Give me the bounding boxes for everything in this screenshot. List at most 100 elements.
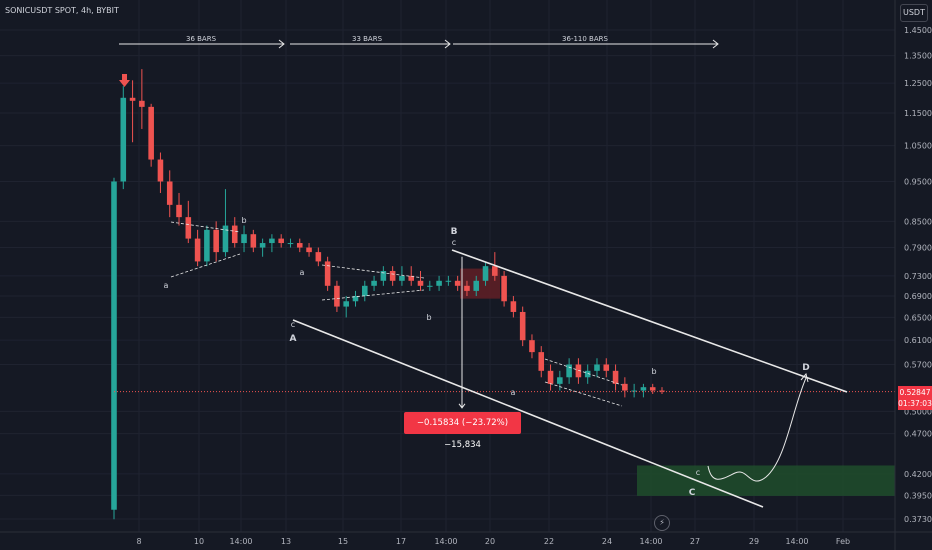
candle-body [129,97,136,101]
bar-countdown: 01:37:03 [898,399,932,408]
chart-drawings [119,39,848,508]
candle-body [557,377,563,384]
candle-body [473,280,480,291]
channel-lower-line [292,319,764,508]
candle-body [380,270,387,281]
candle-body [584,370,591,378]
price-zones [460,268,895,496]
price-tick-label: 0.37300 [904,515,932,524]
time-tick-label: 8 [136,537,141,546]
candlestick-series [111,69,895,520]
wave-label-c-sub2: c [452,238,456,247]
candle-body [464,285,470,291]
candle-body [603,364,610,371]
candle-body [315,252,322,262]
time-tick-label: 14:00 [639,537,662,546]
candle-body [324,261,331,286]
bar-count-arrowhead [712,39,719,49]
wave-label-B: B [451,227,458,237]
candle-body [427,285,433,287]
candle-body [417,280,424,286]
measure-arrowhead [458,403,466,409]
candle-body [204,229,210,262]
wave-label-C: C [689,488,696,498]
price-tick-label: 1.35000 [904,52,932,61]
candle-body [287,243,294,245]
wave-label-a-sub1: a [164,281,169,290]
candle-body [575,364,582,378]
candle-body [594,364,600,371]
time-tick-label: Feb [836,537,850,546]
channel-upper-line [451,249,848,393]
candle-body [250,234,257,248]
bars-label-2: 33 BARS [352,35,383,43]
time-tick-label: 15 [338,537,348,546]
triangle-pattern-3 [544,358,623,407]
candle-body [166,181,173,205]
candle-body [259,243,266,248]
candle-body [519,311,526,341]
candle-body [389,270,396,281]
candle-body [361,285,368,297]
time-tick-label: 24 [602,537,612,546]
currency-button[interactable]: USDT [900,4,928,22]
symbol-title[interactable]: SONICUSDT SPOT, 4h, BYBIT [5,6,119,15]
candle-body [371,280,377,286]
wave-label-a-sub3: a [511,388,516,397]
candle-body [139,100,145,107]
price-tick-label: 1.15000 [904,109,932,118]
candle-body [510,301,517,312]
wave-label-b-sub3: b [651,367,656,376]
candle-body [278,238,284,244]
wave-label-b-sub1: b [241,216,246,225]
candle-body [176,204,182,218]
time-tick-label: 27 [690,537,700,546]
time-tick-label: 29 [749,537,759,546]
last-price-value: 0.52847 [899,388,931,397]
time-tick-label: 14:00 [785,537,808,546]
wave-label-D: D [802,363,809,373]
candle-body [649,387,656,391]
candle-body [111,181,117,510]
candle-body [445,280,452,282]
time-axis[interactable]: 8 10 14:00 13 15 17 14:00 20 22 24 14:00 27 29 14:00 F… [0,531,932,546]
time-tick-label: 14:00 [229,537,252,546]
candle-body [538,352,545,371]
candle-body [408,275,415,281]
time-tick-label: 10 [194,537,204,546]
candle-body [640,387,647,391]
candle-body [120,97,127,182]
candle-body [306,247,312,253]
candle-body [454,280,461,286]
projection-arrowhead [800,372,809,383]
last-price-tag: 0.52847 01:37:03 [898,386,932,410]
candle-body [547,370,554,384]
candle-body [334,285,340,307]
bar-count-arrowhead [444,39,451,49]
candle-body [612,370,619,384]
lightning-icon[interactable]: ⚡ [654,515,670,531]
candle-body [501,275,507,302]
candle-body [241,234,247,244]
bars-label-3: 36-110 BARS [562,35,608,43]
projection-path [707,377,807,482]
wave-label-a-sub2: a [300,268,305,277]
time-tick-label: 13 [281,537,291,546]
candle-body [185,217,192,239]
candle-body [622,383,628,391]
candle-body [222,225,229,253]
candle-body [148,106,154,160]
measure-label: −0.15834 (−23.72%) −15,834 [404,412,521,450]
